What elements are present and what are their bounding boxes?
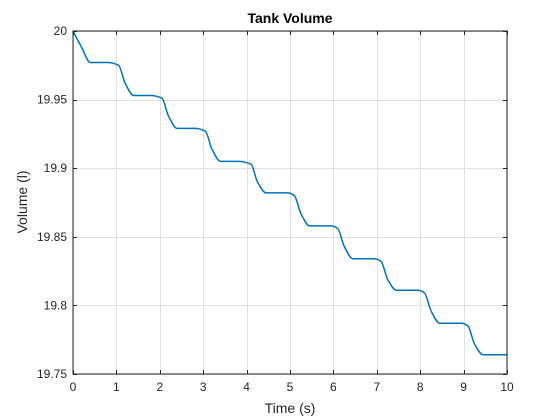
x-tick-label: 1 xyxy=(113,380,120,394)
y-tick-label: 19.85 xyxy=(37,230,67,244)
series-layer xyxy=(72,30,507,356)
y-tick-label: 19.9 xyxy=(44,161,68,175)
volume-series-line xyxy=(72,30,507,356)
chart-title: Tank Volume xyxy=(247,10,332,26)
x-tick-label: 6 xyxy=(330,380,337,394)
x-tick-label: 5 xyxy=(287,380,294,394)
y-axis-label: Volume (l) xyxy=(14,170,30,233)
x-tick-label: 10 xyxy=(500,380,514,394)
x-tick-label: 3 xyxy=(200,380,207,394)
y-tick-label: 19.95 xyxy=(37,93,67,107)
y-tick-label: 20 xyxy=(54,24,68,38)
axis-ticks: 0 1 2 3 4 5 6 7 8 9 10 19.75 19.8 19.85 19.9 19.95 20 xyxy=(37,24,514,394)
x-tick-label: 2 xyxy=(156,380,163,394)
x-tick-label: 4 xyxy=(243,380,250,394)
x-axis-label: Time (s) xyxy=(265,400,316,416)
x-tick-label: 8 xyxy=(417,380,424,394)
x-tick-label: 7 xyxy=(373,380,380,394)
x-tick-label: 0 xyxy=(70,380,77,394)
y-tick-label: 19.8 xyxy=(44,298,68,312)
y-tick-label: 19.75 xyxy=(37,367,67,381)
x-tick-label: 9 xyxy=(460,380,467,394)
